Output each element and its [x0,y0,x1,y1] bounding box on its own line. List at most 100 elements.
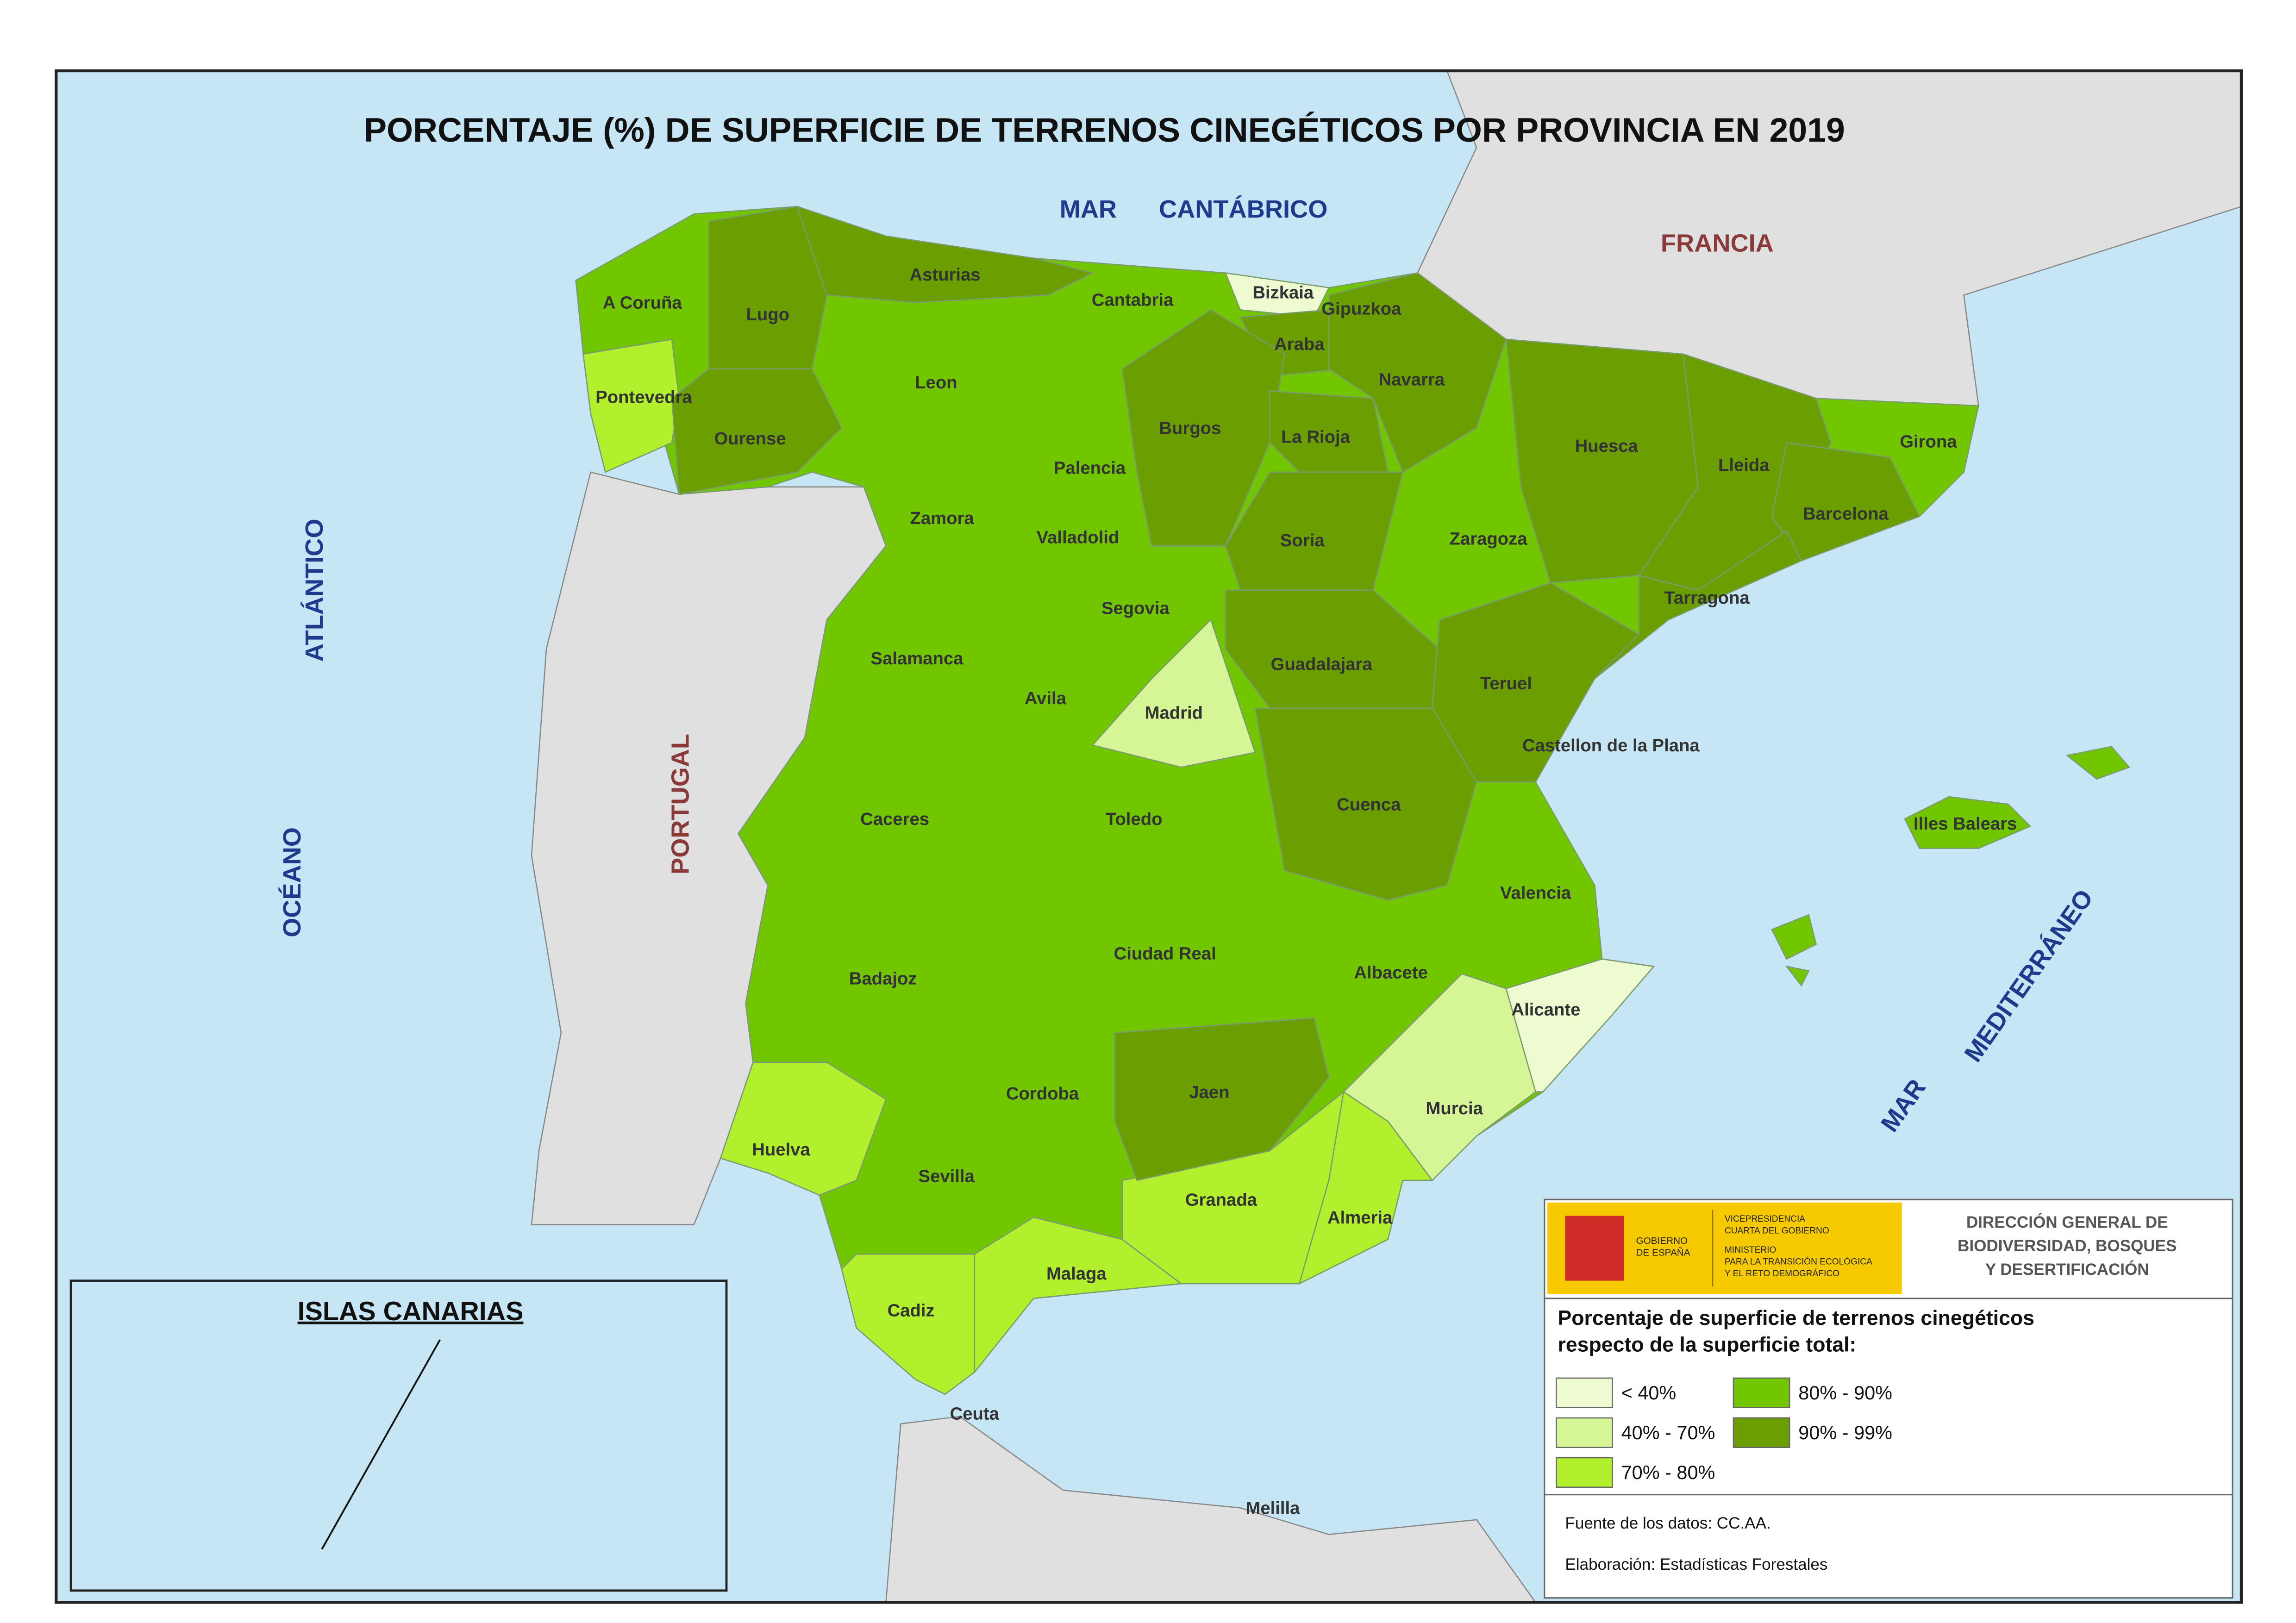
province-label: Jaen [1189,1082,1229,1102]
frame [54,69,2243,1604]
province-area [1121,309,1285,547]
province-area [582,338,680,473]
inset-title: ISLAS CANARIAS [298,1297,524,1326]
island [1771,914,1817,960]
legend-swatch [1733,1377,1790,1408]
province-label: Zamora [910,508,975,528]
sea-label: CANTÁBRICO [1159,195,1327,223]
legend-box: GOBIERNO DE ESPAÑA VICEPRESIDENCIA CUART… [1544,1199,2233,1599]
legend-swatch [1556,1377,1613,1408]
logo-text: CUARTA DEL GOBIERNO [1725,1226,1829,1236]
sea-label: OCÉANO [278,827,306,937]
city-label: Melilla [1245,1498,1300,1518]
province-area [1298,1091,1433,1285]
province-label: Cantabria [1092,290,1174,310]
logo-text: DE ESPAÑA [1636,1247,1690,1258]
province-label: Illes Balears [1914,814,2017,834]
country-label: PORTUGAL [667,734,694,874]
province-label: Teruel [1480,674,1532,693]
source-note: Fuente de los datos: CC.AA. [1565,1514,1770,1532]
province-label: Soria [1280,531,1325,550]
legend-items: < 40% 40% - 70% 70% - 80% 80% - 90% 90% - 99… [1556,1377,1892,1488]
province-label: Toledo [1106,809,1163,829]
province-area [1114,1017,1330,1181]
province-label: Leon [915,373,957,393]
province-label: Navarra [1378,369,1445,389]
province-label: Barcelona [1803,504,1889,524]
province-label: Huelva [752,1140,810,1160]
province-label: A Coruña [603,293,682,313]
logo-text: VICEPRESIDENCIA [1725,1214,1805,1224]
logo-text: MINISTERIO [1725,1245,1777,1255]
city-label: Ceuta [950,1404,1000,1424]
province-label: Murcia [1426,1099,1483,1118]
province-label: Palencia [1054,458,1126,478]
legend-title: Porcentaje de superficie de terrenos cin… [1558,1307,2034,1330]
province-label: Ciudad Real [1114,943,1216,963]
province-area [1091,618,1256,768]
province-area [1328,272,1507,473]
legend-label: 70% - 80% [1621,1461,1715,1483]
province-label: Granada [1185,1190,1257,1210]
legend-label: 90% - 99% [1798,1422,1892,1443]
province-label: Malaga [1046,1264,1107,1284]
legend-swatch [1556,1457,1613,1488]
province-area [1254,707,1477,901]
legend-label: 80% - 90% [1798,1382,1892,1404]
province-label: Tarragona [1664,588,1750,608]
province-label: La Rioja [1281,427,1351,447]
province-area [719,1061,887,1196]
province-label: Castellon de la Plana [1522,736,1700,755]
inset-frame [69,1280,728,1592]
island [2065,746,2130,780]
legend-swatch [1733,1417,1790,1448]
province-label: Ourense [714,429,786,449]
province-labels: BizkaiaAlicanteLas PalmasMadridMurciaSta… [218,265,2017,1518]
africa-land [885,1416,1537,1603]
province-label: Bizkaia [1252,282,1314,302]
province-label: Asturias [909,265,980,285]
province-area [708,206,828,370]
province-label: Araba [1274,334,1325,354]
coat-of-arms [1565,1216,1624,1281]
province-label: Albacete [1354,963,1427,983]
province-area [1225,471,1404,591]
province-label: Sevilla [919,1167,975,1186]
sea-label: MAR [1060,195,1117,223]
province-label: Zaragoza [1450,529,1528,549]
province-label: Alicante [1512,999,1581,1019]
province-area [1771,442,1921,562]
province-label: Almeria [1327,1208,1393,1228]
province-label: Badajoz [849,968,917,988]
agency-text: DIRECCIÓN GENERAL DE [1966,1213,2168,1231]
legend-title: respecto de la superficie total: [1558,1334,1856,1356]
province-label: Gipuzkoa [1321,299,1401,318]
agency-text: Y DESERTIFICACIÓN [1985,1260,2149,1279]
island [1785,965,1810,987]
province-label: Valladolid [1037,527,1120,547]
province-label: Cadiz [888,1301,935,1321]
logo-text: Y EL RETO DEMOGRÁFICO [1725,1269,1839,1279]
elaboration-note: Elaboración: Estadísticas Forestales [1565,1555,1827,1573]
province-label: Segovia [1101,598,1170,618]
province-label: Girona [1900,431,1957,451]
agency-text: BIODIVERSIDAD, BOSQUES [1958,1237,2177,1255]
province-label: Lleida [1718,455,1770,475]
province-label: Madrid [1145,703,1203,723]
sea-label: ATLÁNTICO [300,518,328,662]
province-area [796,206,1095,303]
province-label: Huesca [1575,436,1639,456]
country-label: FRANCIA [1661,229,1774,257]
inset-divider [321,1339,441,1550]
province-label: Caceres [860,809,929,829]
island [1904,796,2032,849]
province-label: Guadalajara [1271,655,1373,674]
province-label: Burgos [1159,418,1221,438]
province-area [841,1253,976,1395]
logo-text: GOBIERNO [1636,1236,1688,1246]
province-label: Avila [1025,688,1067,708]
canarias-inset: ISLAS CANARIAS [69,1280,728,1592]
